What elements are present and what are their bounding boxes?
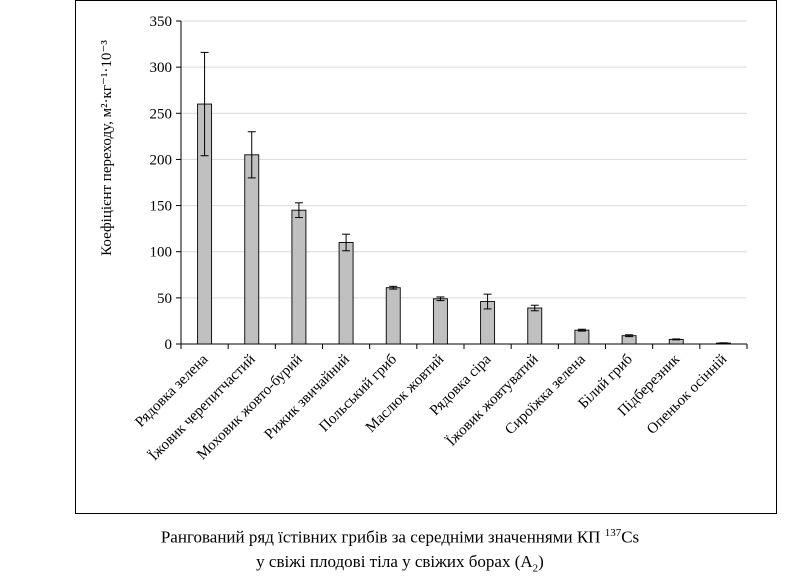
caption-line-2-end: ) (538, 551, 544, 571)
y-tick-label: 300 (150, 60, 173, 76)
y-tick-label: 0 (165, 337, 173, 353)
y-tick-label: 250 (150, 106, 173, 122)
bars (197, 103, 731, 345)
bar (574, 329, 590, 345)
caption-line-1: Рангований ряд їстівних грибів за середн… (0, 521, 800, 550)
y-axis-title: Коефіцієнт переходу, м²·кг⁻¹·10⁻³ (99, 40, 115, 256)
caption-line-2-text: у свіжі плодові тіла у свіжих борах (А (256, 551, 533, 571)
y-tick-label: 350 (150, 14, 173, 30)
bar (291, 209, 307, 345)
caption-subscript: 2 (532, 562, 539, 575)
bar (338, 242, 354, 345)
bar (527, 307, 543, 345)
x-tick-label: Їжовик жовтуватий (443, 351, 542, 450)
x-tick-label: Рижик звичайний (262, 352, 353, 443)
x-tick-label: Сироїжка зелена (502, 351, 589, 438)
error-bars (200, 51, 728, 344)
x-tick-label: Опеньок осінній (644, 352, 730, 438)
y-tick-label: 150 (150, 199, 173, 215)
bar (385, 287, 401, 345)
caption-line-2: у свіжі плодові тіла у свіжих борах (А2) (0, 550, 800, 580)
caption-isotope-symbol: Cs (621, 527, 640, 547)
y-tick-labels: 0 50 100 150 200 250 300 350 (150, 14, 173, 353)
y-tick-label: 50 (157, 291, 172, 307)
grid-lines (181, 20, 747, 299)
axes (176, 20, 748, 349)
caption-line-1-text: Рангований ряд їстівних грибів за середн… (160, 527, 605, 547)
y-tick-label: 100 (150, 245, 173, 261)
y-tick-label: 200 (150, 152, 173, 168)
bar-chart: 0 50 100 150 200 250 300 350 Рядовка зеленаЇжов… (99, 14, 748, 464)
chart-frame (75, 0, 777, 514)
figure-caption: Рангований ряд їстівних грибів за середн… (0, 521, 800, 580)
caption-isotope-mass: 137 (604, 527, 622, 539)
bar (244, 154, 260, 345)
bar (432, 298, 448, 345)
